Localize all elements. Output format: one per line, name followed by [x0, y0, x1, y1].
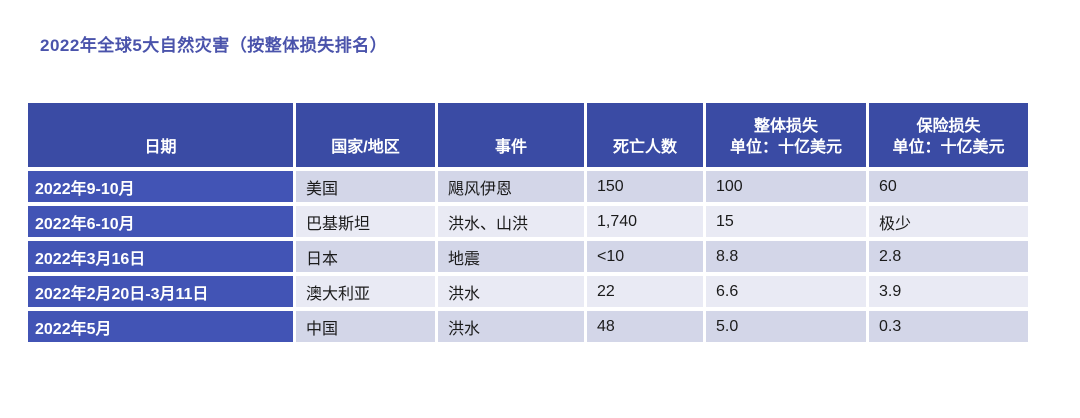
column-header-date: 日期: [28, 103, 293, 167]
deaths-cell: 22: [587, 276, 703, 307]
insured-loss-cell: 0.3: [869, 311, 1028, 342]
column-header-unit: 单位：十亿美元: [729, 139, 842, 156]
insured-loss-cell: 60: [869, 171, 1028, 202]
date-cell: 2022年5月: [28, 311, 293, 342]
overall-loss-cell: 5.0: [706, 311, 866, 342]
table-body: 2022年9-10月 美国 飓风伊恩 150 100 60 2022年6-10月…: [28, 171, 1028, 342]
overall-loss-cell: 8.8: [706, 241, 866, 272]
table-row: 2022年9-10月 美国 飓风伊恩 150 100 60: [28, 171, 1028, 202]
deaths-cell: 1,740: [587, 206, 703, 237]
column-header-insured-loss: 保险损失 单位：十亿美元: [869, 103, 1028, 167]
insured-loss-cell: 2.8: [869, 241, 1028, 272]
insured-loss-cell: 极少: [869, 206, 1028, 237]
column-header-deaths: 死亡人数: [587, 103, 703, 167]
table-row: 2022年5月 中国 洪水 48 5.0 0.3: [28, 311, 1028, 342]
deaths-cell: <10: [587, 241, 703, 272]
column-header-label: 国家/地区: [331, 139, 400, 156]
date-cell: 2022年2月20日-3月11日: [28, 276, 293, 307]
column-header-country: 国家/地区: [296, 103, 435, 167]
column-header-event: 事件: [438, 103, 584, 167]
table-row: 2022年3月16日 日本 地震 <10 8.8 2.8: [28, 241, 1028, 272]
country-cell: 澳大利亚: [296, 276, 435, 307]
disaster-table: 日期 国家/地区 事件 死亡人数 整体损失 单位：十亿美元 保险损失 单位：十亿: [25, 99, 1031, 346]
event-cell: 洪水: [438, 311, 584, 342]
column-header-overall-loss: 整体损失 单位：十亿美元: [706, 103, 866, 167]
event-cell: 飓风伊恩: [438, 171, 584, 202]
country-cell: 中国: [296, 311, 435, 342]
date-cell: 2022年6-10月: [28, 206, 293, 237]
column-header-label: 事件: [494, 139, 527, 156]
header-row: 日期 国家/地区 事件 死亡人数 整体损失 单位：十亿美元 保险损失 单位：十亿: [28, 103, 1028, 167]
overall-loss-cell: 100: [706, 171, 866, 202]
country-cell: 巴基斯坦: [296, 206, 435, 237]
column-header-label: 日期: [144, 139, 177, 156]
deaths-cell: 150: [587, 171, 703, 202]
page-title: 2022年全球5大自然灾害（按整体损失排名）: [40, 36, 388, 55]
country-cell: 日本: [296, 241, 435, 272]
country-cell: 美国: [296, 171, 435, 202]
table-row: 2022年2月20日-3月11日 澳大利亚 洪水 22 6.6 3.9: [28, 276, 1028, 307]
overall-loss-cell: 15: [706, 206, 866, 237]
column-header-label: 保险损失: [916, 118, 981, 135]
event-cell: 地震: [438, 241, 584, 272]
column-header-unit: 单位：十亿美元: [892, 139, 1005, 156]
date-cell: 2022年3月16日: [28, 241, 293, 272]
column-header-label: 死亡人数: [612, 139, 677, 156]
event-cell: 洪水: [438, 276, 584, 307]
deaths-cell: 48: [587, 311, 703, 342]
table-row: 2022年6-10月 巴基斯坦 洪水、山洪 1,740 15 极少: [28, 206, 1028, 237]
event-cell: 洪水、山洪: [438, 206, 584, 237]
insured-loss-cell: 3.9: [869, 276, 1028, 307]
column-header-label: 整体损失: [753, 118, 818, 135]
overall-loss-cell: 6.6: [706, 276, 866, 307]
table-header: 日期 国家/地区 事件 死亡人数 整体损失 单位：十亿美元 保险损失 单位：十亿: [28, 103, 1028, 167]
date-cell: 2022年9-10月: [28, 171, 293, 202]
